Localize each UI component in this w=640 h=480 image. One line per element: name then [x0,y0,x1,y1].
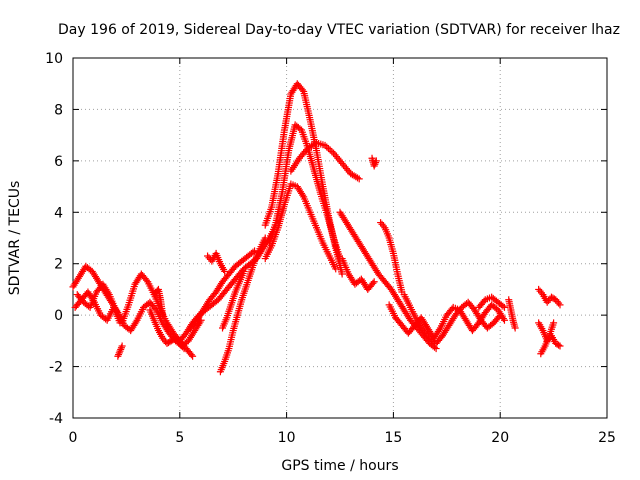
data-point [370,278,378,286]
y-tick-label: 10 [45,51,63,67]
data-point [118,342,126,350]
data-point [496,311,504,319]
data-point [179,343,187,351]
data-point [370,162,378,170]
data-point [495,313,503,321]
data-point [555,341,563,349]
data-point [328,148,336,156]
data-point [555,299,563,307]
x-tick-label: 20 [491,430,509,446]
data-point [117,344,125,352]
y-axis-label: SDTVAR / TECUs [7,181,23,296]
data-point [142,276,150,284]
data-point [372,157,380,165]
data-point [240,267,248,275]
data-point [332,265,340,273]
chart-title: Day 196 of 2019, Sidereal Day-to-day VTE… [58,22,620,38]
data-point [115,351,123,359]
x-axis-label: GPS time / hours [281,458,398,474]
data-point [114,352,122,360]
data-point [556,342,564,350]
data-point [371,160,379,168]
data-point [550,319,558,327]
data-point [500,303,508,311]
data-point [500,316,508,324]
data-point [151,304,159,312]
y-tick-label: 0 [54,308,63,324]
grid-lines [73,58,607,418]
data-point [499,302,507,310]
data-point [298,86,306,94]
data-point [116,347,124,355]
y-tick-label: 4 [54,205,63,221]
data-point [132,318,140,326]
y-tick-label: -4 [49,411,63,427]
data-points [69,80,564,376]
x-tick-label: 15 [384,430,402,446]
data-point [435,326,443,334]
data-point [321,141,329,149]
data-point [369,279,377,287]
data-point [221,267,229,275]
data-point [116,319,124,327]
plot-frame [72,57,608,419]
data-point [249,248,257,256]
data-point [338,270,346,278]
y-tick-label: -2 [49,360,63,376]
data-point [511,324,519,332]
data-point [180,345,188,353]
data-point [296,125,304,133]
data-point [372,159,380,167]
data-point [115,349,123,357]
data-point [89,297,97,305]
tick-labels: 0 5 10 15 20 25 -4 -2 0 2 4 6 8 10 [45,51,616,446]
x-tick-label: 25 [598,430,616,446]
data-point [104,289,112,297]
y-tick-label: 6 [54,154,63,170]
data-point [324,145,332,153]
data-point [354,174,362,182]
data-point [159,311,167,319]
y-tick-label: 2 [54,257,63,273]
data-point [299,191,307,199]
data-point [326,146,334,154]
data-point [556,301,564,309]
data-point [117,345,125,353]
axis-ticks [72,57,608,419]
data-point [189,352,197,360]
x-tick-label: 10 [278,430,296,446]
y-tick-label: 8 [54,102,63,118]
data-point [537,289,545,297]
x-tick-label: 0 [69,430,78,446]
data-point [323,143,331,151]
data-point [355,175,363,183]
data-point [187,351,195,359]
data-point [379,222,387,230]
x-tick-label: 5 [175,430,184,446]
